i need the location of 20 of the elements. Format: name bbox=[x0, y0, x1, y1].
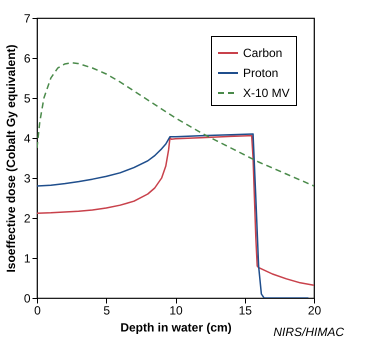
legend-label: Carbon bbox=[243, 46, 282, 60]
legend-label: Proton bbox=[243, 66, 278, 80]
y-tick-label: 5 bbox=[24, 92, 31, 106]
x-tick-label: 10 bbox=[169, 304, 183, 318]
x-tick-label: 0 bbox=[34, 304, 42, 318]
text: NIRS/HIMAC bbox=[273, 325, 344, 339]
legend-label: X-10 MV bbox=[243, 86, 290, 100]
y-tick-label: 4 bbox=[24, 132, 31, 146]
x-tick-label: 5 bbox=[103, 304, 110, 318]
line-series bbox=[37, 62, 314, 187]
x-tick-label: 15 bbox=[238, 304, 252, 318]
y-tick-label: 3 bbox=[24, 172, 31, 186]
y-tick-label: 0 bbox=[24, 292, 31, 306]
y-tick-label: 1 bbox=[24, 252, 31, 266]
y-tick-label: 2 bbox=[24, 212, 31, 226]
y-tick-label: 6 bbox=[24, 52, 31, 66]
x-tick-label: 20 bbox=[308, 304, 322, 318]
y-axis-title: Isoeffective dose (Cobalt Gy equivalent) bbox=[4, 44, 18, 273]
y-tick-label: 7 bbox=[24, 12, 31, 26]
x-axis-title: Depth in water (cm) bbox=[120, 320, 232, 334]
